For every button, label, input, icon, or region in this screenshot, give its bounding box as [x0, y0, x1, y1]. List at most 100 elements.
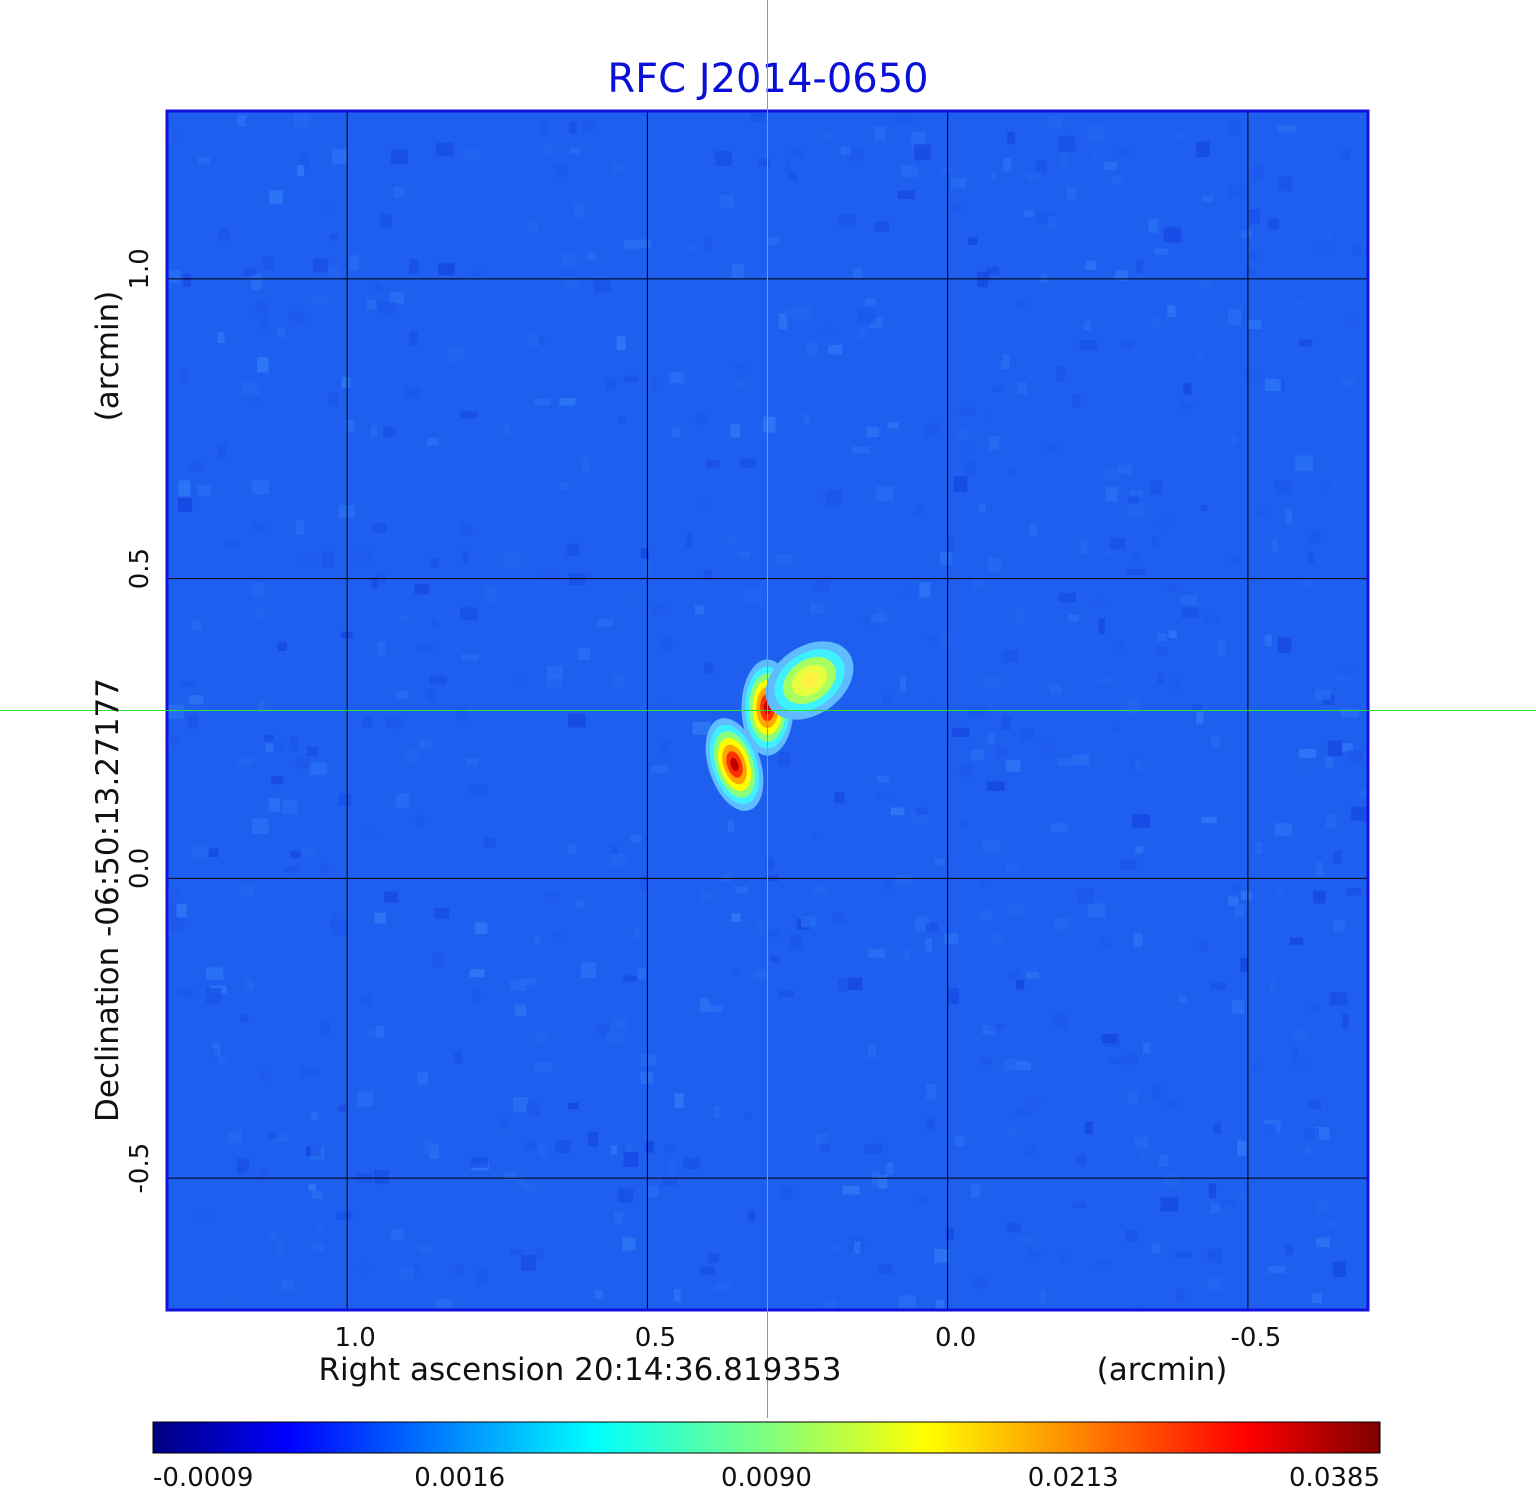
noise-cell [399, 615, 409, 622]
noise-cell [1285, 509, 1292, 524]
noise-cell [970, 1184, 981, 1199]
noise-cell [1167, 305, 1176, 317]
noise-cell [816, 1133, 829, 1145]
noise-cell [544, 144, 553, 158]
noise-cell [1005, 862, 1019, 873]
noise-cell [1027, 172, 1041, 181]
noise-cell [1023, 210, 1035, 217]
noise-cell [1227, 184, 1244, 199]
noise-cell [1348, 749, 1364, 764]
noise-cell [456, 705, 469, 721]
noise-cell [1203, 615, 1220, 623]
noise-cell [341, 376, 351, 388]
noise-cell [263, 256, 275, 270]
noise-cell [188, 695, 204, 705]
noise-cell [1151, 1243, 1160, 1254]
noise-cell [644, 560, 652, 576]
noise-cell [559, 482, 568, 490]
noise-cell [988, 435, 1000, 450]
noise-cell [349, 255, 359, 271]
noise-cell [461, 654, 479, 661]
noise-cell [1132, 1305, 1145, 1310]
noise-cell [498, 1124, 506, 1136]
noise-cell [552, 932, 563, 943]
noise-cell [640, 876, 647, 890]
noise-cell [605, 1031, 624, 1046]
noise-cell [475, 1269, 489, 1286]
noise-cell [264, 734, 274, 742]
noise-cell [484, 587, 497, 604]
noise-cell [1029, 524, 1037, 537]
noise-cell [669, 1162, 677, 1177]
noise-cell [898, 190, 916, 200]
noise-cell [611, 1018, 628, 1031]
noise-cell [959, 764, 973, 778]
noise-cell [884, 881, 893, 891]
noise-cell [770, 955, 780, 963]
noise-cell [864, 1144, 882, 1154]
noise-cell [831, 913, 845, 924]
noise-cell [519, 978, 537, 985]
noise-cell [1237, 1140, 1247, 1156]
noise-cell [259, 1067, 271, 1082]
noise-cell [900, 165, 918, 178]
noise-cell [934, 1249, 949, 1263]
noise-cell [593, 277, 611, 293]
x-axis-label: Right ascension 20:14:36.819353 [318, 1352, 841, 1388]
noise-cell [170, 735, 178, 746]
noise-cell [877, 775, 889, 783]
noise-cell [358, 1259, 369, 1275]
noise-cell [252, 396, 260, 405]
noise-cell [973, 1276, 987, 1290]
noise-cell [332, 148, 348, 165]
noise-cell [839, 213, 857, 227]
noise-cell [258, 700, 265, 713]
noise-cell [919, 582, 931, 598]
noise-cell [418, 1244, 432, 1253]
noise-cell [854, 1241, 861, 1254]
noise-cell [312, 1242, 325, 1252]
noise-cell [1014, 1107, 1033, 1117]
noise-cell [866, 427, 880, 437]
noise-cell [1178, 989, 1186, 1002]
noise-cell [927, 635, 942, 642]
noise-cell [251, 583, 265, 598]
noise-cell [431, 952, 443, 968]
noise-cell [699, 1267, 716, 1275]
noise-cell [517, 1177, 525, 1188]
noise-cell [1277, 176, 1292, 192]
noise-cell [1104, 1033, 1120, 1047]
noise-cell [1131, 553, 1140, 562]
noise-cell [217, 443, 227, 459]
noise-cell [251, 274, 262, 291]
noise-cell [1152, 1083, 1162, 1099]
noise-cell [1353, 241, 1362, 256]
noise-cell [460, 411, 478, 419]
noise-cell [311, 1111, 319, 1120]
noise-cell [951, 203, 966, 214]
noise-cell [251, 818, 269, 834]
noise-cell [329, 392, 338, 406]
noise-cell [703, 238, 712, 252]
noise-cell [1111, 175, 1124, 185]
noise-cell [699, 998, 710, 1012]
noise-cell [874, 221, 889, 232]
noise-cell [242, 267, 256, 276]
noise-cell [587, 1131, 598, 1147]
noise-cell [1083, 321, 1091, 331]
noise-cell [1313, 890, 1326, 904]
noise-cell [1017, 301, 1026, 309]
noise-cell [1015, 980, 1025, 990]
noise-cell [295, 520, 304, 535]
noise-cell [1326, 813, 1337, 828]
noise-cell [1132, 814, 1150, 828]
noise-cell [1101, 1034, 1117, 1044]
noise-cell [1250, 252, 1259, 260]
noise-cell [372, 523, 387, 533]
noise-cell [1135, 1136, 1149, 1150]
noise-cell [1216, 639, 1225, 656]
noise-cell [734, 363, 750, 370]
noise-cell [1084, 1121, 1093, 1135]
noise-cell [306, 1146, 321, 1156]
noise-cell [580, 962, 597, 978]
